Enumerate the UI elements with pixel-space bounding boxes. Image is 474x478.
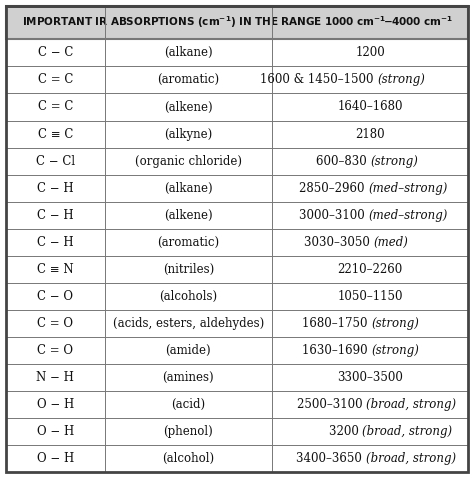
Bar [6,418,468,445]
Text: O − H: O − H [37,452,74,465]
Text: (alcohol): (alcohol) [163,452,215,465]
Text: (strong): (strong) [372,317,419,330]
Text: C = O: C = O [37,344,73,357]
Bar [6,256,468,283]
Text: C − Cl: C − Cl [36,154,75,168]
Text: C − H: C − H [37,209,74,222]
Text: 1630–1690: 1630–1690 [302,344,372,357]
Text: 3000–3100: 3000–3100 [299,209,368,222]
Text: 1200: 1200 [355,46,385,59]
Text: (alkene): (alkene) [164,100,213,113]
Text: (organic chloride): (organic chloride) [135,154,242,168]
Text: (alkane): (alkane) [164,46,213,59]
Text: (broad, strong): (broad, strong) [362,425,452,438]
Text: (alkane): (alkane) [164,182,213,195]
Text: C − O: C − O [37,290,73,303]
Text: 2210–2260: 2210–2260 [337,263,402,276]
Text: (acid): (acid) [172,398,206,411]
Bar [6,66,468,93]
Bar [6,337,468,364]
Text: (nitriles): (nitriles) [163,263,214,276]
Text: N − H: N − H [36,371,74,384]
Text: (alcohols): (alcohols) [159,290,218,303]
Text: 3400–3650: 3400–3650 [296,452,366,465]
Text: C − H: C − H [37,236,74,249]
Text: 2850–2960: 2850–2960 [299,182,368,195]
Text: O − H: O − H [37,425,74,438]
Text: (broad, strong): (broad, strong) [366,398,456,411]
Bar [6,391,468,418]
Text: (alkene): (alkene) [164,209,213,222]
Bar [6,6,468,39]
Text: (amide): (amide) [165,344,211,357]
Text: O − H: O − H [37,398,74,411]
Text: 2180: 2180 [355,128,385,141]
Text: C ≡ C: C ≡ C [38,128,73,141]
Text: $\bf{IMPORTANT\ IR\ ABSORPTIONS\ (cm^{-1})\ IN\ THE\ RANGE\ 1000\ cm^{-1}\!\!-\!: $\bf{IMPORTANT\ IR\ ABSORPTIONS\ (cm^{-1… [21,14,453,30]
Text: (med): (med) [374,236,409,249]
Bar [6,39,468,66]
Bar [6,202,468,229]
Text: 1680–1750: 1680–1750 [302,317,372,330]
Text: C − H: C − H [37,182,74,195]
Text: (alkyne): (alkyne) [164,128,212,141]
Text: (phenol): (phenol) [164,425,213,438]
Text: 3300–3500: 3300–3500 [337,371,403,384]
Bar [6,148,468,174]
Text: 600–830: 600–830 [316,154,370,168]
Text: 3030–3050: 3030–3050 [304,236,374,249]
Bar [6,310,468,337]
Text: C − C: C − C [38,46,73,59]
Bar [6,120,468,148]
Bar [6,174,468,202]
Text: (strong): (strong) [370,154,418,168]
Text: (amines): (amines) [163,371,214,384]
Bar [6,445,468,472]
Text: 1600 & 1450–1500: 1600 & 1450–1500 [260,74,377,87]
Bar [6,229,468,256]
Text: 3200: 3200 [328,425,362,438]
Bar [6,283,468,310]
Text: (med–strong): (med–strong) [368,209,448,222]
Text: (aromatic): (aromatic) [157,236,219,249]
Text: (strong): (strong) [377,74,425,87]
Text: (broad, strong): (broad, strong) [366,452,456,465]
Text: C = C: C = C [38,100,73,113]
Bar [6,364,468,391]
Text: (acids, esters, aldehydes): (acids, esters, aldehydes) [113,317,264,330]
Text: C = O: C = O [37,317,73,330]
Text: (strong): (strong) [372,344,419,357]
Text: C = C: C = C [38,74,73,87]
Text: (aromatic): (aromatic) [157,74,219,87]
Text: C ≡ N: C ≡ N [37,263,74,276]
Text: 1050–1150: 1050–1150 [337,290,403,303]
Text: 2500–3100: 2500–3100 [297,398,366,411]
Bar [6,93,468,120]
Text: (med–strong): (med–strong) [368,182,448,195]
Text: 1640–1680: 1640–1680 [337,100,403,113]
